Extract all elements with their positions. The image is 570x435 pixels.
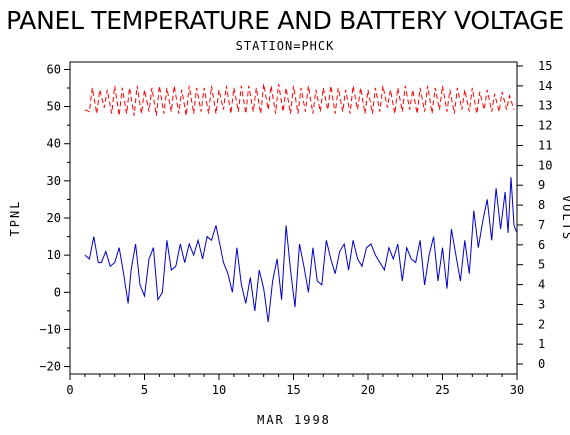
y-right-tick-label: 2 (538, 317, 545, 331)
y-left-tick-label: 0 (54, 285, 61, 299)
series-layer (84, 83, 518, 323)
y-left-tick-label: 60 (47, 62, 61, 76)
y-right-tick-label: 8 (538, 198, 545, 212)
y-left-tick-label: 10 (47, 248, 61, 262)
chart-title: PANEL TEMPERATURE AND BATTERY VOLTAGE (6, 6, 564, 35)
x-tick-label: 20 (361, 383, 375, 397)
y-right-tick-label: 13 (538, 99, 552, 113)
battery-voltage-line (84, 83, 515, 116)
y-left-tick-label: 50 (47, 100, 61, 114)
y-right-tick-label: 12 (538, 119, 552, 133)
y-left-tick-label: 20 (47, 211, 61, 225)
y-right-tick-label: 15 (538, 59, 552, 73)
y-right-tick-label: 3 (538, 297, 545, 311)
y-right-tick-label: 11 (538, 138, 552, 152)
x-tick-label: 15 (286, 383, 300, 397)
y-right-tick-label: 7 (538, 218, 545, 232)
x-axis: 0 5 10 15 20 25 30 (66, 374, 524, 397)
panel-temperature-line (84, 177, 518, 323)
y-right-tick-label: 14 (538, 79, 552, 93)
plot-frame (69, 61, 518, 375)
y-right-tick-label: 6 (538, 238, 545, 252)
x-axis-label: MAR 1998 (257, 413, 331, 427)
x-tick-label: 5 (141, 383, 148, 397)
x-tick-label: 30 (510, 383, 524, 397)
y-left-tick-label: −20 (39, 360, 61, 374)
y-axis-left-label: TPNL (8, 200, 22, 237)
y-right-tick-label: 1 (538, 337, 545, 351)
y-axis-left: −20 −10 0 10 20 30 40 50 60 (39, 62, 70, 374)
y-right-tick-label: 0 (538, 357, 545, 371)
y-left-tick-label: −10 (39, 322, 61, 336)
x-tick-label: 25 (435, 383, 449, 397)
y-axis-right-label: VOLTS (560, 195, 570, 241)
y-right-tick-label: 9 (538, 178, 545, 192)
x-tick-label: 0 (66, 383, 73, 397)
y-right-tick-label: 5 (538, 258, 545, 272)
y-left-tick-label: 40 (47, 137, 61, 151)
chart-subtitle: STATION=PHCK (236, 39, 335, 53)
x-tick-label: 10 (212, 383, 226, 397)
y-left-tick-label: 30 (47, 174, 61, 188)
y-right-tick-label: 4 (538, 278, 545, 292)
y-right-tick-label: 10 (538, 158, 552, 172)
